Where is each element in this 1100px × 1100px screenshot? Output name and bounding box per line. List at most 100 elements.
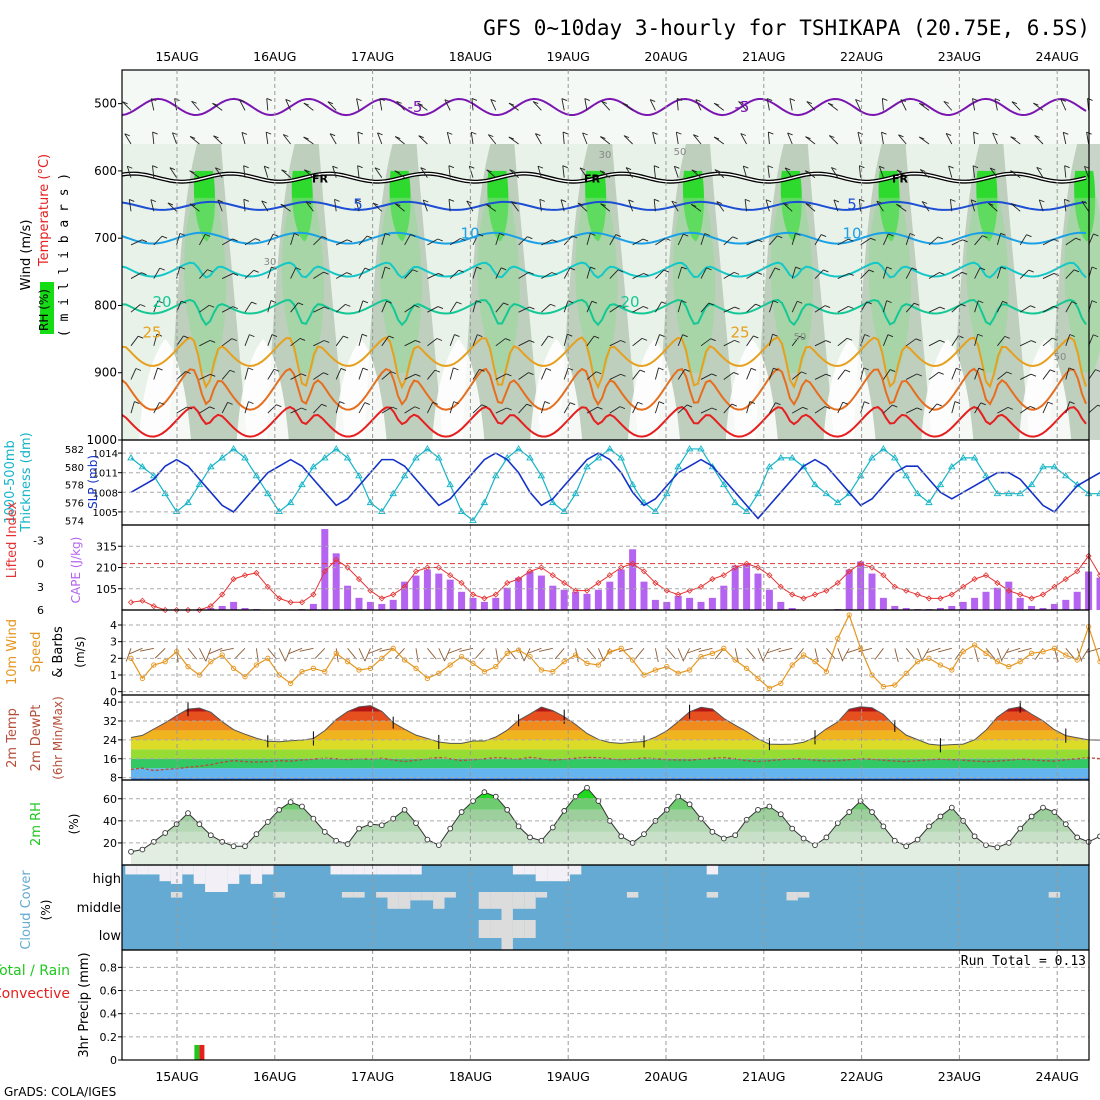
wind-barb-flag (561, 98, 568, 102)
cloud-cover-bar (273, 892, 285, 898)
wind-barb (996, 266, 1002, 279)
wind-barb-flag (829, 135, 835, 138)
wind-barb (541, 272, 552, 279)
wind-barb (290, 267, 297, 279)
rh2m-point (196, 821, 203, 828)
wind10m-barb (985, 648, 996, 660)
wind-barb-flag (797, 300, 803, 304)
wind-barb-flag (876, 200, 883, 204)
wind-barb-flag (936, 403, 942, 407)
wind-barb-flag (824, 406, 831, 409)
wind-barb (130, 304, 141, 313)
wind-barb-flag (384, 232, 391, 236)
wind-barb (988, 203, 998, 212)
wind-barb-flag (916, 373, 923, 377)
wind-barb-flag (775, 402, 781, 406)
wind-barb (472, 369, 480, 380)
rh2m-point (1028, 813, 1035, 820)
wind-barb (900, 99, 907, 111)
lifted-index-point (492, 591, 499, 598)
cloud-cover-bar (250, 865, 263, 884)
wind-barb (313, 404, 322, 414)
rh2m-point (789, 825, 796, 832)
isotherm-label: 10 (460, 224, 479, 242)
wind-barb-flag (956, 367, 962, 371)
wind-barb (1038, 199, 1044, 212)
rh2m-band (131, 798, 1089, 810)
cape-bar (674, 595, 682, 610)
wind-barb (700, 233, 706, 246)
wind-barb-flag (1091, 266, 1098, 270)
wind-barb (449, 367, 454, 380)
wind-barb (601, 101, 611, 111)
rh2m-point (162, 830, 169, 836)
wind-barb (313, 271, 324, 279)
wind-barb-flag (658, 367, 664, 371)
wind-barb (948, 165, 953, 178)
precip-convective-bar (199, 1044, 205, 1060)
wind-barb-flag (919, 136, 925, 140)
cape-bar (423, 569, 431, 610)
wind-barb (609, 234, 617, 246)
cloud-cover-bar (1048, 892, 1061, 898)
cape-bar (378, 603, 386, 610)
wind-barb (355, 199, 360, 212)
wind-barb (654, 367, 659, 380)
cloud-cover-bar (239, 865, 251, 875)
wind-barb-flag (303, 136, 309, 140)
wind-barb-flag (992, 132, 998, 136)
wind-barb (1042, 401, 1049, 414)
axis-label-wind: Wind (m/s) (19, 220, 34, 291)
wind-barb-flag (1081, 200, 1088, 204)
wind-barb-flag (784, 167, 791, 171)
isotherm-label: -5 (735, 98, 750, 116)
wind-barb (562, 165, 565, 178)
wind-barb-flag (362, 367, 369, 371)
wind-speed-point (983, 650, 989, 656)
wind-barb (972, 98, 976, 111)
wind-barb-flag (787, 132, 793, 136)
lifted-index-point (355, 576, 363, 583)
wind-barb (561, 98, 565, 111)
wind-barb (1065, 401, 1071, 414)
wind-barb-flag (802, 406, 808, 410)
wind-barb (632, 338, 643, 347)
axis-label-millibars: ( m i l l i b a r s ) (57, 173, 72, 337)
wind-barb-flag (345, 303, 351, 307)
wind-barb-flag (1030, 305, 1036, 309)
wind-barb-flag (663, 269, 670, 273)
wind-barb-flag (528, 271, 534, 275)
thickness-point (822, 489, 831, 497)
wind10m-barb (139, 647, 154, 652)
cape-bar (857, 561, 865, 610)
wind-barb (244, 334, 250, 346)
wind-barb-flag (740, 133, 746, 136)
wind10m-barb (554, 648, 565, 660)
lifted-index-point (1096, 572, 1100, 579)
rh2m-point (150, 838, 157, 845)
wind-barb-flag (916, 407, 923, 411)
thickness-point (389, 489, 397, 497)
thickness-point (378, 507, 386, 515)
wind-barb (806, 101, 816, 111)
wind-speed-point (949, 667, 955, 673)
wind-barb (358, 367, 364, 380)
wind-barb (951, 271, 963, 279)
wind-barb-flag (503, 302, 509, 306)
rh-dry-pocket (1019, 339, 1072, 440)
wind-barb-flag (691, 203, 697, 207)
wind-barb-flag (1002, 300, 1008, 304)
y-tick-label: 800 (94, 298, 117, 312)
wind-barb (997, 336, 1006, 347)
wind10m-barb (687, 647, 702, 654)
cape-bar (1050, 603, 1058, 610)
wind-barb-flag (273, 368, 280, 372)
cloud-cover-bar (353, 892, 365, 898)
wind-speed-point (436, 670, 442, 676)
wind10m-barb (654, 648, 659, 663)
wind-barb (329, 133, 337, 145)
wind-barb-flag (266, 97, 272, 101)
cape-bar (583, 593, 591, 610)
rh2m-point (1017, 825, 1024, 832)
wind-speed-point (629, 657, 636, 663)
